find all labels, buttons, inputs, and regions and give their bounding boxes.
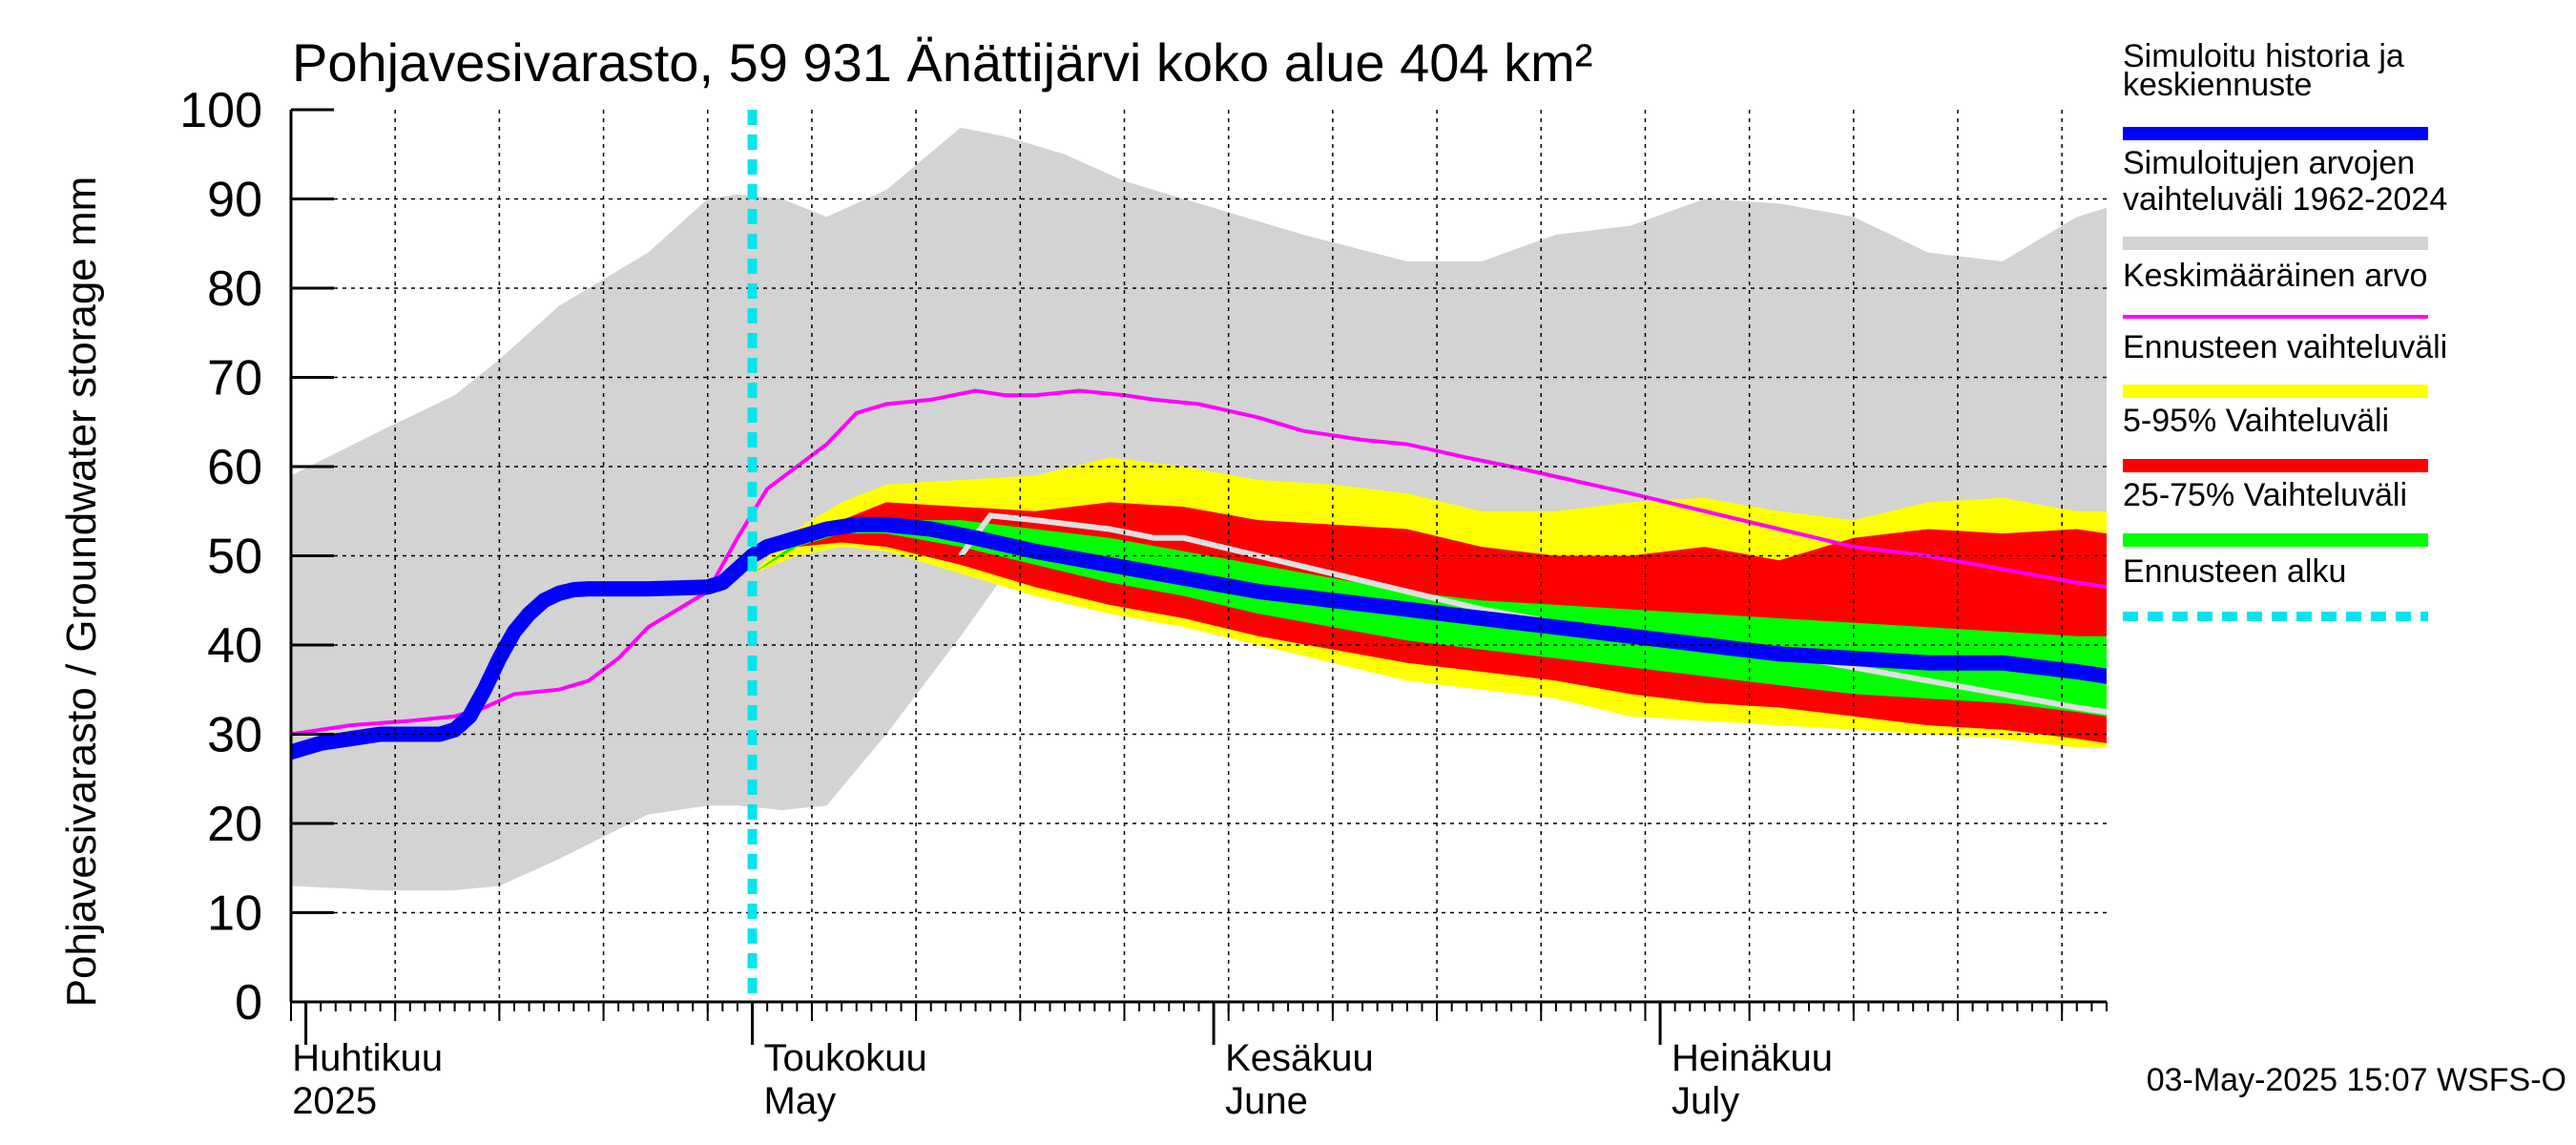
month-label-en: June bbox=[1225, 1080, 1308, 1122]
series-layer bbox=[291, 127, 2107, 891]
y-tick-label: 60 bbox=[207, 440, 262, 495]
y-axis-label: Pohjavesivarasto / Groundwater storage m… bbox=[58, 177, 105, 1008]
legend-label: 5-95% Vaihteluväli bbox=[2123, 403, 2389, 439]
grid bbox=[289, 110, 2107, 1004]
mean-line bbox=[291, 388, 2107, 737]
legend-label: Keskimääräinen arvo bbox=[2123, 258, 2427, 294]
legend-label: Simuloitu historia ja keskiennuste bbox=[2123, 38, 2404, 103]
legend-label: Ennusteen vaihteluväli bbox=[2123, 329, 2447, 365]
month-label-fi: Kesäkuu bbox=[1225, 1037, 1374, 1079]
y-tick-label: 100 bbox=[179, 83, 262, 138]
y-tick-label: 50 bbox=[207, 530, 262, 585]
y-tick-label: 90 bbox=[207, 173, 262, 228]
history-forecast-line bbox=[291, 516, 2107, 760]
legend-label-line: keskiennuste bbox=[2123, 67, 2312, 103]
month-label-fi: Toukokuu bbox=[764, 1037, 927, 1079]
legend-label: Ennusteen alku bbox=[2123, 553, 2346, 590]
month-label-fi: Huhtikuu bbox=[292, 1037, 443, 1079]
legend-label-line: Simuloitujen arvojen bbox=[2123, 145, 2415, 181]
y-tick-label: 20 bbox=[207, 797, 262, 852]
chart-title: Pohjavesivarasto, 59 931 Änättijärvi kok… bbox=[292, 32, 1592, 93]
month-label-en: 2025 bbox=[292, 1080, 377, 1122]
legend: Simuloitu historia ja keskiennusteSimuloi… bbox=[2123, 38, 2447, 621]
y-tick-label: 40 bbox=[207, 618, 262, 674]
y-tick-label: 0 bbox=[235, 975, 262, 1030]
month-label-fi: Heinäkuu bbox=[1672, 1037, 1833, 1079]
legend-label: 25-75% Vaihteluväli bbox=[2123, 477, 2407, 513]
y-tick-label: 80 bbox=[207, 261, 262, 317]
median-line bbox=[958, 512, 2107, 716]
legend-label-line: Simuloitu historia ja bbox=[2123, 38, 2404, 74]
legend-label: Simuloitujen arvojen vaihteluväli 1962-20… bbox=[2123, 145, 2447, 218]
y-tick-label: 30 bbox=[207, 708, 262, 763]
month-label-en: July bbox=[1672, 1080, 1739, 1122]
month-label-en: May bbox=[764, 1080, 837, 1122]
legend-label-line: vaihteluväli 1962-2024 bbox=[2123, 181, 2447, 218]
y-tick-label: 10 bbox=[207, 886, 262, 942]
y-tick-label: 70 bbox=[207, 351, 262, 406]
timestamp: 03-May-2025 15:07 WSFS-O bbox=[2147, 1062, 2566, 1098]
